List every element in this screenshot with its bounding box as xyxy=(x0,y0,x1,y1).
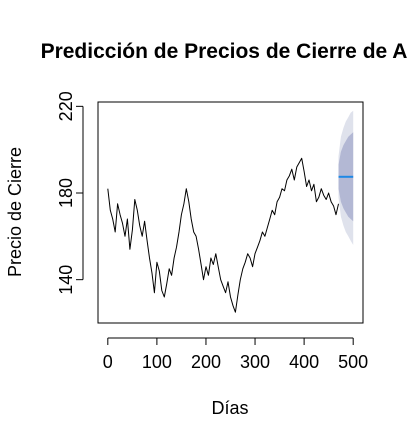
y-tick-label: 180 xyxy=(56,178,76,208)
y-axis: 140 180 220 xyxy=(56,91,84,295)
chart-title: Predicción de Precios de Cierre de A xyxy=(41,40,408,63)
series-lines xyxy=(107,157,354,313)
x-tick-label: 300 xyxy=(240,352,270,372)
x-tick-label: 500 xyxy=(338,352,368,372)
history-series-line xyxy=(107,157,339,313)
x-tick-label: 200 xyxy=(191,352,221,372)
x-tick-label: 0 xyxy=(103,352,113,372)
x-tick-label: 100 xyxy=(142,352,172,372)
y-tick-label: 220 xyxy=(56,91,76,121)
y-tick-label: 140 xyxy=(56,265,76,295)
x-tick-label: 400 xyxy=(289,352,319,372)
forecast-bands xyxy=(338,110,354,245)
x-axis-label: Días xyxy=(211,398,248,418)
y-axis-label: Precio de Cierre xyxy=(5,147,25,277)
plot-frame xyxy=(97,101,364,324)
x-axis: 0 100 200 300 400 500 xyxy=(103,337,368,372)
